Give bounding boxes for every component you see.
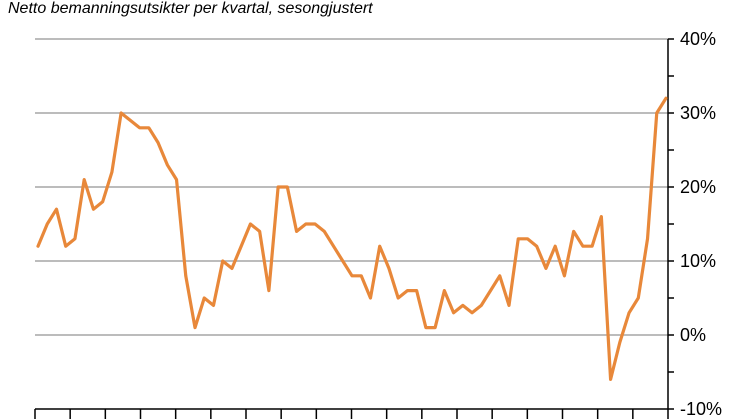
chart-title: Netto bemanningsutsikter per kvartal, se… — [8, 0, 373, 17]
data-point — [664, 97, 668, 100]
data-point — [82, 178, 86, 181]
data-point — [193, 326, 197, 329]
data-point — [156, 141, 160, 144]
data-point — [184, 274, 187, 277]
data-point — [138, 126, 141, 129]
data-point — [350, 274, 354, 277]
data-point — [73, 237, 77, 240]
data-point — [452, 311, 455, 314]
data-point — [175, 178, 178, 181]
data-point — [627, 311, 631, 314]
series-line — [36, 96, 668, 381]
data-point — [498, 274, 501, 277]
data-point — [544, 267, 548, 270]
data-point — [267, 289, 271, 292]
y-tick-label: 20% — [680, 177, 716, 197]
data-point — [286, 185, 289, 189]
data-point — [101, 200, 104, 203]
data-point — [646, 237, 649, 240]
data-point — [119, 111, 123, 115]
data-point — [581, 245, 585, 248]
data-point — [480, 304, 483, 307]
data-point — [147, 126, 151, 129]
y-tick-label: 10% — [680, 251, 716, 271]
data-point — [618, 341, 622, 344]
data-point — [433, 326, 437, 329]
data-point — [517, 237, 520, 240]
data-point — [249, 222, 252, 226]
data-point — [461, 304, 465, 307]
data-point — [36, 245, 40, 248]
data-point — [323, 230, 326, 233]
data-point — [129, 119, 132, 122]
data-point — [304, 222, 308, 226]
x-axis — [34, 408, 669, 419]
data-point — [563, 274, 566, 277]
data-point — [221, 259, 224, 263]
data-point — [239, 245, 243, 248]
data-point — [655, 111, 658, 115]
data-point — [443, 289, 446, 292]
y-tick-label: 30% — [680, 103, 716, 123]
y-tick-label: 40% — [680, 29, 716, 49]
y-tick-label: -10% — [680, 399, 722, 419]
data-point — [507, 304, 511, 307]
data-point — [55, 208, 58, 211]
data-point — [110, 171, 114, 174]
gridlines — [35, 38, 668, 336]
data-point — [369, 296, 372, 300]
data-point — [166, 163, 169, 166]
data-point — [203, 296, 206, 300]
data-point — [295, 230, 298, 233]
data-point — [415, 289, 418, 292]
data-point — [637, 296, 640, 300]
data-point — [387, 267, 391, 270]
y-axis — [667, 38, 674, 410]
y-tick-label: 0% — [680, 325, 706, 345]
data-point — [276, 185, 280, 189]
data-point — [526, 237, 529, 240]
data-point — [230, 267, 234, 270]
data-point — [341, 259, 344, 263]
data-point — [406, 289, 409, 292]
data-point — [46, 222, 49, 226]
data-point — [572, 230, 575, 233]
data-point — [609, 378, 612, 381]
data-point — [313, 222, 317, 226]
data-point — [600, 215, 603, 218]
series-layer — [36, 96, 668, 381]
data-point — [212, 304, 215, 307]
data-point — [424, 326, 428, 329]
data-point — [535, 245, 538, 248]
data-point — [553, 245, 557, 248]
data-point — [489, 289, 492, 292]
tick-labels: -10% 0% 10% 20% 30% 40% — [680, 29, 722, 419]
data-point — [92, 208, 95, 211]
data-point — [396, 296, 400, 300]
data-point — [332, 245, 335, 248]
data-point — [360, 274, 363, 277]
data-point — [378, 245, 381, 248]
data-point — [258, 230, 261, 233]
data-point — [590, 245, 594, 248]
data-point — [470, 311, 474, 314]
data-point — [64, 245, 67, 248]
